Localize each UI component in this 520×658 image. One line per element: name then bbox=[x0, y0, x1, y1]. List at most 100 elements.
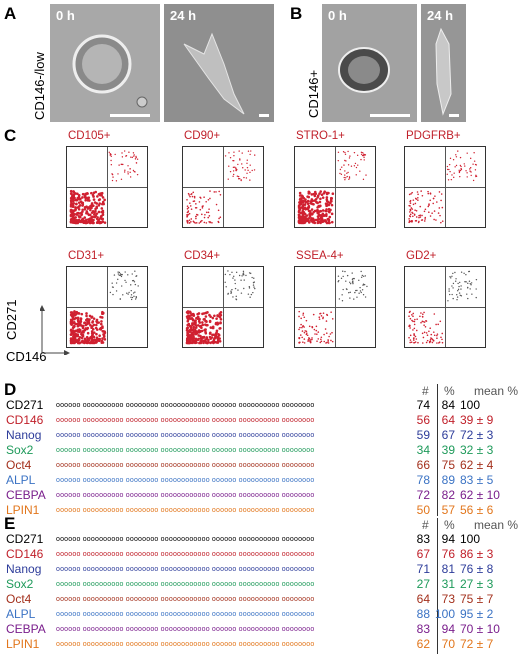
scatter-dots bbox=[408, 270, 478, 344]
count-value: 66 bbox=[416, 458, 430, 472]
pct-value: 75 bbox=[441, 458, 455, 472]
flow-plot bbox=[404, 146, 486, 228]
count-value: 59 bbox=[416, 428, 430, 442]
scatter-dots bbox=[297, 150, 367, 225]
pct-value: 94 bbox=[441, 532, 455, 546]
gene-label: Nanog bbox=[6, 562, 42, 576]
scale-bar bbox=[259, 114, 269, 117]
pct-value: 94 bbox=[441, 622, 455, 636]
cell-dots: oooooo oooooooooo oooooooo oooooooooooo … bbox=[56, 551, 315, 558]
panel-d-letter: D bbox=[4, 380, 17, 399]
flow-plot-title: PDGFRB+ bbox=[406, 130, 461, 142]
flow-plot-title: CD34+ bbox=[184, 250, 221, 262]
mean-value: 72 ± 3 bbox=[460, 428, 494, 442]
cell-dots: oooooo oooooooooo oooooooo oooooooooooo … bbox=[56, 477, 315, 484]
scatter-dots bbox=[408, 150, 478, 224]
gene-label: Nanog bbox=[6, 428, 42, 442]
table-row: LPIN1 oooooo oooooooooo oooooooo oooooooo… bbox=[0, 637, 520, 652]
panel-d-col-count: # bbox=[422, 384, 429, 398]
divider-line bbox=[437, 384, 438, 516]
quadrant-line bbox=[405, 187, 485, 188]
flow-plot bbox=[182, 266, 264, 348]
count-value: 62 bbox=[416, 637, 430, 651]
cell-dots: oooooo oooooooooo oooooooo oooooooooooo … bbox=[56, 596, 315, 603]
panel-a-side-label: CD146-/low bbox=[32, 52, 47, 120]
flow-plot-title: GD2+ bbox=[406, 250, 437, 262]
quadrant-line bbox=[405, 307, 485, 308]
table-row: CD146 oooooo oooooooooo oooooooo oooooooo… bbox=[0, 547, 520, 562]
cell-dots: oooooo oooooooooo oooooooo oooooooooooo … bbox=[56, 626, 315, 633]
count-value: 27 bbox=[416, 577, 430, 591]
flow-plot-title: STRO-1+ bbox=[296, 130, 345, 142]
mean-value: 83 ± 5 bbox=[460, 473, 494, 487]
table-row: Nanog oooooo oooooooooo oooooooo oooooooo… bbox=[0, 562, 520, 577]
mean-value: 86 ± 3 bbox=[460, 547, 494, 561]
pct-value: 81 bbox=[441, 562, 455, 576]
count-value: 74 bbox=[416, 398, 430, 412]
flow-plot-title: SSEA-4+ bbox=[296, 250, 344, 262]
panel-a-letter: A bbox=[4, 4, 17, 23]
panel-e-col-pct: % bbox=[444, 518, 455, 532]
gene-label: CD271 bbox=[6, 398, 44, 412]
panel-e-col-mean: mean % bbox=[474, 518, 519, 532]
pct-value: 39 bbox=[441, 443, 455, 457]
pct-value: 76 bbox=[441, 547, 455, 561]
flow-plot-title: CD31+ bbox=[68, 250, 105, 262]
table-row: CD271 oooooo oooooooooo oooooooo oooooooo… bbox=[0, 532, 520, 547]
cell-round-graphic bbox=[72, 34, 148, 108]
scale-bar bbox=[110, 114, 150, 117]
gene-label: CD271 bbox=[6, 532, 44, 546]
panel-b-letter: B bbox=[290, 4, 303, 23]
table-row: Nanog oooooo oooooooooo oooooooo oooooooo… bbox=[0, 428, 520, 443]
mean-value: 62 ± 10 bbox=[460, 488, 500, 502]
pct-value: 84 bbox=[441, 398, 455, 412]
scatter-dots bbox=[69, 270, 139, 345]
quadrant-line bbox=[183, 187, 263, 188]
cell-dots: oooooo oooooooooo oooooooo oooooooooooo … bbox=[56, 507, 315, 514]
panel-b-micrograph-0h: 0 h bbox=[322, 4, 417, 122]
panel-d-col-mean: mean % bbox=[474, 384, 519, 398]
count-value: 50 bbox=[416, 503, 430, 517]
quadrant-line bbox=[67, 307, 147, 308]
scale-bar bbox=[370, 114, 410, 117]
table-row: ALPL oooooo oooooooooo oooooooo ooooooooo… bbox=[0, 607, 520, 622]
table-row: Sox2 oooooo oooooooooo oooooooo ooooooooo… bbox=[0, 577, 520, 592]
mean-value: 100 bbox=[460, 398, 481, 412]
count-value: 83 bbox=[416, 622, 430, 636]
table-row: CD271 oooooo oooooooooo oooooooo oooooooo… bbox=[0, 398, 520, 413]
panel-e-letter: E bbox=[4, 514, 16, 533]
table-row: LPIN1 oooooo oooooooooo oooooooo oooooooo… bbox=[0, 503, 520, 518]
pct-value: 82 bbox=[441, 488, 455, 502]
gene-label: Sox2 bbox=[6, 443, 34, 457]
table-row: Oct4 oooooo oooooooooo oooooooo ooooooooo… bbox=[0, 592, 520, 607]
panel-a-micrograph-24h: 24 h bbox=[164, 4, 274, 122]
divider-line bbox=[437, 518, 438, 654]
cell-dots: oooooo oooooooooo oooooooo oooooooooooo … bbox=[56, 432, 315, 439]
panel-a-time-24h: 24 h bbox=[170, 8, 197, 23]
pct-value: 31 bbox=[441, 577, 455, 591]
cell-elongated-graphic bbox=[435, 27, 452, 116]
mean-value: 100 bbox=[460, 532, 481, 546]
cell-dots: oooooo oooooooooo oooooooo oooooooooooo … bbox=[56, 611, 315, 618]
flow-plot bbox=[66, 266, 148, 348]
mean-value: 32 ± 3 bbox=[460, 443, 494, 457]
x-axis-label: CD146 bbox=[6, 349, 47, 364]
gene-label: LPIN1 bbox=[6, 503, 40, 517]
flow-plot bbox=[404, 266, 486, 348]
table-row: Sox2 oooooo oooooooooo oooooooo ooooooooo… bbox=[0, 443, 520, 458]
cell-spread-graphic bbox=[183, 32, 245, 115]
table-row: CEBPA oooooo oooooooooo oooooooo oooooooo… bbox=[0, 622, 520, 637]
mean-value: 39 ± 9 bbox=[460, 413, 494, 427]
panel-c-letter: C bbox=[4, 126, 17, 145]
panel-b-time-24h: 24 h bbox=[427, 8, 454, 23]
scatter-dots bbox=[298, 270, 368, 344]
mean-value: 70 ± 10 bbox=[460, 622, 500, 636]
flow-plot bbox=[66, 146, 148, 228]
mean-value: 56 ± 6 bbox=[460, 503, 494, 517]
table-row: ALPL oooooo oooooooooo oooooooo ooooooooo… bbox=[0, 473, 520, 488]
flow-plot-title: CD90+ bbox=[184, 130, 221, 142]
count-value: 78 bbox=[416, 473, 430, 487]
cell-dots: oooooo oooooooooo oooooooo oooooooooooo … bbox=[56, 462, 315, 469]
cell-dots: oooooo oooooooooo oooooooo oooooooooooo … bbox=[56, 447, 315, 454]
flow-plot bbox=[294, 266, 376, 348]
